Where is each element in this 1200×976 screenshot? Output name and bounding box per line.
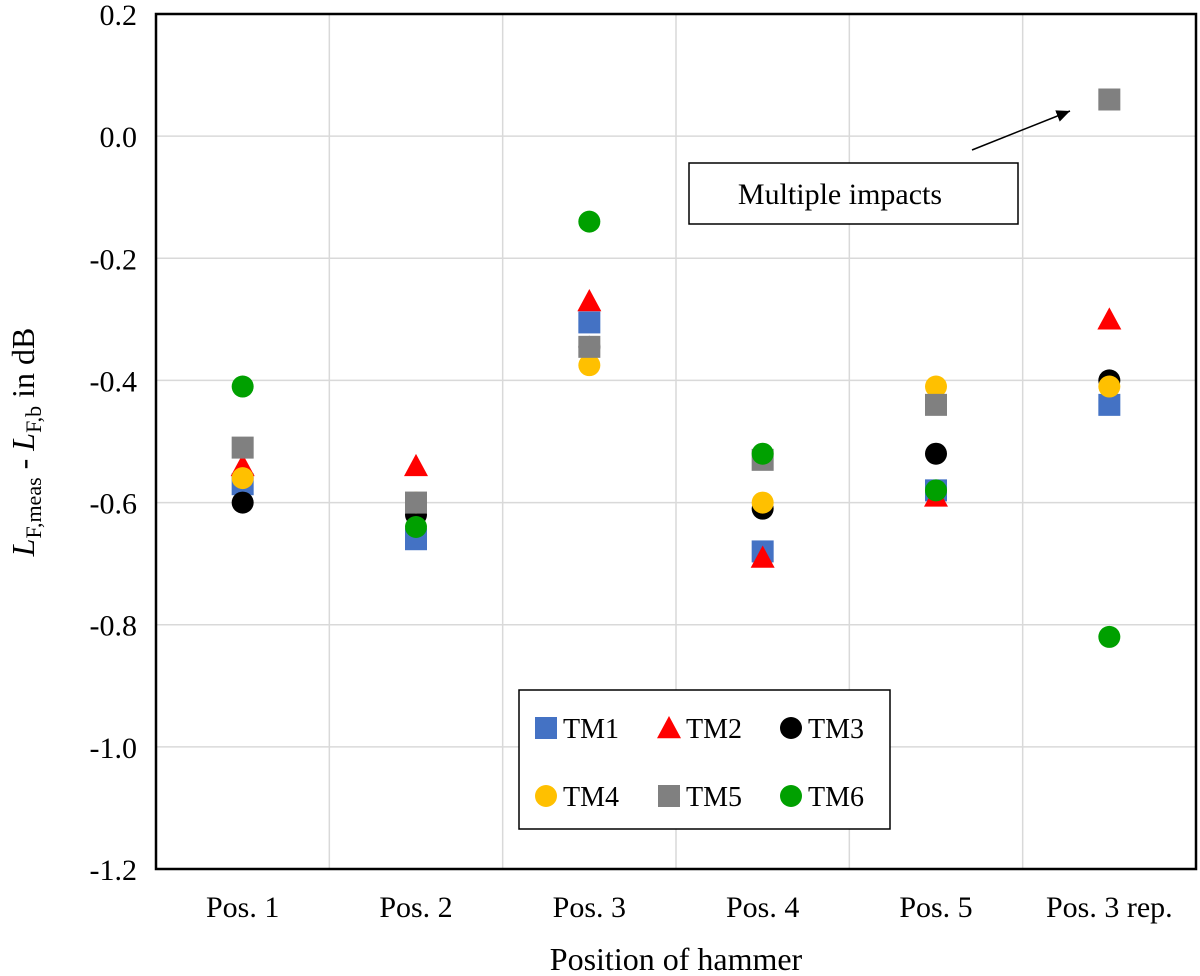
marker-tm5-pos-5 xyxy=(925,393,947,416)
marker-tm6-pos-3 xyxy=(578,210,601,233)
x-tick-label: Pos. 3 xyxy=(553,891,626,924)
y-tick-label: 0.0 xyxy=(100,121,138,154)
multiple-impacts-annotation: Multiple impacts xyxy=(688,110,1071,225)
x-tick-label: Pos. 2 xyxy=(379,891,452,924)
marker-tm6-pos-4 xyxy=(751,442,774,465)
legend-box xyxy=(518,689,891,830)
legend-label-tm6: TM6 xyxy=(808,782,864,813)
legend-label-tm2: TM2 xyxy=(686,714,742,745)
legend-marker-tm2 xyxy=(657,716,681,739)
marker-tm3-pos-5 xyxy=(925,442,947,465)
x-tick-label: Pos. 1 xyxy=(206,891,279,924)
legend-marker-tm1 xyxy=(535,717,557,739)
marker-tm3-pos-1 xyxy=(231,491,254,514)
marker-tm1-pos-3 xyxy=(578,311,601,334)
marker-tm6-pos-3-rep xyxy=(1098,625,1121,648)
x-axis-title: Position of hammer xyxy=(550,941,803,976)
legend-label-tm3: TM3 xyxy=(808,714,864,745)
legend: TM1 TM2 TM3 TM4 TM5 TM6 xyxy=(518,689,891,830)
marker-tm5-pos-3 xyxy=(578,335,601,358)
legend-marker-tm6 xyxy=(780,785,802,807)
marker-tm5-pos-2 xyxy=(405,491,427,514)
annotation-text: Multiple impacts xyxy=(738,178,942,211)
marker-tm1-pos-3-rep xyxy=(1098,393,1121,416)
marker-tm2-pos-2 xyxy=(404,453,428,477)
marker-tm6-pos-5 xyxy=(925,479,947,502)
y-tick-label: -1.0 xyxy=(90,732,138,765)
marker-tm5-pos-1 xyxy=(231,436,254,459)
marker-tm4-pos-4 xyxy=(751,491,774,514)
annotation-arrow xyxy=(971,110,1071,151)
legend-label-tm4: TM4 xyxy=(563,782,619,813)
y-axis-title-symbol-1: L xyxy=(5,539,41,558)
legend-label-tm1: TM1 xyxy=(563,714,619,745)
marker-tm5-pos-3-rep xyxy=(1098,88,1121,111)
marker-tm6-pos-2 xyxy=(405,516,427,538)
annotation-box xyxy=(688,162,1019,225)
y-axis-title-subscript-1: F,meas xyxy=(21,477,46,538)
y-axis-title-symbol-2: L xyxy=(5,433,41,452)
y-axis-title-subscript-2: F,b xyxy=(21,406,46,433)
y-tick-label: -0.4 xyxy=(90,365,138,398)
x-tick-label: Pos. 4 xyxy=(726,891,799,924)
y-axis-title-unit: in dB xyxy=(5,328,41,406)
legend-label-tm5: TM5 xyxy=(686,782,742,813)
y-tick-label: -0.2 xyxy=(90,243,138,276)
marker-tm2-pos-3 xyxy=(577,289,602,312)
y-tick-label: -1.2 xyxy=(90,854,138,887)
y-tick-label: 0.2 xyxy=(100,0,138,32)
x-tick-label: Pos. 5 xyxy=(899,891,972,924)
marker-tm4-pos-5 xyxy=(925,375,947,398)
y-axis-title: LF,meas - LF,b in dB xyxy=(5,328,46,558)
data-markers xyxy=(230,88,1122,648)
y-tick-label: -0.8 xyxy=(90,610,138,643)
legend-marker-tm3 xyxy=(780,717,802,739)
x-axis-ticks: Pos. 1 Pos. 2 Pos. 3 Pos. 4 Pos. 5 Pos. 3 rep… xyxy=(206,891,1173,924)
x-tick-label: Pos. 3 rep. xyxy=(1046,891,1173,924)
marker-tm4-pos-3-rep xyxy=(1098,375,1121,398)
plot-area-frame xyxy=(154,12,1198,871)
marker-tm2-pos-3-rep xyxy=(1097,307,1122,330)
marker-tm2-pos-4 xyxy=(750,545,775,568)
y-axis-ticks: -1.2 -1.0 -0.8 -0.6 -0.4 -0.2 0.0 0.2 xyxy=(90,0,138,887)
y-tick-label: -0.6 xyxy=(90,488,138,521)
marker-tm6-pos-1 xyxy=(231,375,254,398)
marker-tm4-pos-1 xyxy=(231,467,254,490)
y-axis-title-separator: - xyxy=(5,451,41,478)
legend-marker-tm4 xyxy=(535,785,557,807)
legend-marker-tm5 xyxy=(658,785,680,807)
marker-tm4-pos-3 xyxy=(578,354,601,377)
